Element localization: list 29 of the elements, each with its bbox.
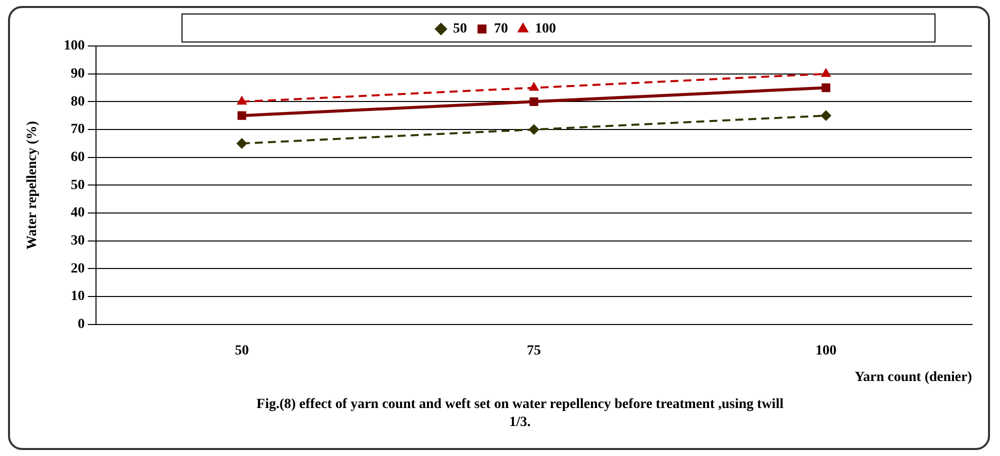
y-tick-label: 100 [64, 38, 85, 54]
y-tick-label: 90 [70, 66, 85, 82]
x-tick-label: 50 [234, 343, 249, 358]
point [822, 68, 830, 77]
y-tick-label: 40 [70, 206, 85, 221]
x-axis-title: Yarn count (denier) [854, 370, 972, 386]
point [237, 96, 246, 105]
y-axis-title: Water repellency (%) [25, 120, 40, 250]
point [822, 83, 830, 92]
text: Fig.(8) effect of yarn count and weft set on water repellency before treatment ,using twill 1/3. [256, 396, 784, 432]
x-tick-label: 75 [526, 343, 541, 358]
point [820, 110, 831, 121]
point [528, 124, 539, 135]
x-tick-label: 100 [815, 343, 836, 358]
y-tick-label: 50 [70, 178, 85, 193]
y-tick-label: 20 [70, 261, 85, 276]
y-tick-label: 10 [70, 289, 85, 304]
point [529, 82, 538, 91]
point [236, 138, 247, 148]
point [238, 111, 246, 120]
legend-label: 50 [453, 22, 467, 37]
legend-label: 100 [535, 22, 556, 37]
y-tick-label: 30 [70, 233, 85, 248]
point [530, 97, 538, 106]
y-tick-label: 80 [70, 94, 85, 110]
y-tick-label: 60 [70, 150, 85, 165]
legend-label: 70 [494, 22, 508, 37]
y-tick-label: 0 [78, 317, 85, 332]
y-tick-label: 70 [70, 122, 85, 138]
